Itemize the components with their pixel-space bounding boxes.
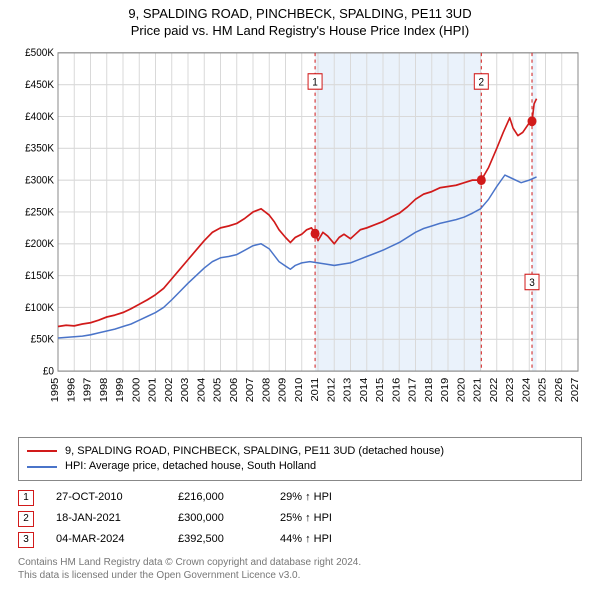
svg-text:2016: 2016 (391, 377, 402, 402)
transaction-marker-number: 3 (23, 530, 29, 549)
svg-text:2018: 2018 (423, 377, 434, 402)
svg-text:2019: 2019 (439, 377, 450, 402)
svg-text:£400K: £400K (25, 110, 54, 123)
transaction-date: 04-MAR-2024 (56, 529, 156, 550)
transaction-marker-number: 1 (23, 488, 29, 507)
legend-row: HPI: Average price, detached house, Sout… (27, 459, 573, 474)
footer-line: Contains HM Land Registry data © Crown c… (18, 556, 582, 569)
svg-text:2011: 2011 (309, 377, 320, 401)
svg-text:£300K: £300K (25, 174, 54, 187)
svg-text:£200K: £200K (25, 237, 54, 250)
svg-text:2: 2 (479, 76, 485, 89)
svg-text:2003: 2003 (179, 377, 190, 402)
transaction-hpi-diff: 29% ↑ HPI (280, 487, 332, 508)
svg-text:1995: 1995 (49, 377, 60, 402)
line-chart-svg: £0 £50K £100K £150K £200K £250K £300K £350K £400… (10, 44, 590, 431)
svg-text:£350K: £350K (25, 142, 54, 155)
svg-text:2014: 2014 (358, 377, 369, 402)
svg-text:2001: 2001 (147, 377, 158, 402)
legend-swatch-property (27, 450, 57, 452)
title-sub: Price paid vs. HM Land Registry's House … (10, 23, 590, 40)
svg-text:2009: 2009 (277, 377, 288, 402)
footer-attribution: Contains HM Land Registry data © Crown c… (18, 556, 582, 582)
transaction-marker-icon: 1 (18, 490, 34, 506)
svg-text:1997: 1997 (82, 377, 93, 402)
svg-text:1996: 1996 (66, 377, 77, 402)
svg-text:2020: 2020 (456, 377, 467, 402)
chart-container: 9, SPALDING ROAD, PINCHBECK, SPALDING, P… (0, 0, 600, 590)
svg-text:2025: 2025 (537, 377, 548, 402)
svg-text:2007: 2007 (244, 377, 255, 402)
svg-text:1: 1 (312, 76, 318, 89)
footer-line: This data is licensed under the Open Gov… (18, 569, 582, 582)
transaction-date: 27-OCT-2010 (56, 487, 156, 508)
svg-text:2027: 2027 (569, 377, 580, 402)
transaction-date: 18-JAN-2021 (56, 508, 156, 529)
svg-text:2012: 2012 (326, 377, 337, 402)
svg-text:£0: £0 (43, 365, 54, 378)
transactions-table: 1 27-OCT-2010 £216,000 29% ↑ HPI 2 18-JA… (18, 487, 582, 550)
transaction-price: £216,000 (178, 487, 258, 508)
svg-text:2015: 2015 (374, 377, 385, 402)
transaction-row: 3 04-MAR-2024 £392,500 44% ↑ HPI (18, 529, 582, 550)
transaction-marker-icon: 2 (18, 511, 34, 527)
svg-text:2008: 2008 (261, 377, 272, 402)
svg-text:1998: 1998 (98, 377, 109, 402)
svg-text:£150K: £150K (25, 269, 54, 282)
svg-text:1999: 1999 (114, 377, 125, 402)
svg-text:£50K: £50K (31, 333, 54, 346)
svg-text:2026: 2026 (553, 377, 564, 402)
transaction-marker-number: 2 (23, 509, 29, 528)
svg-text:2005: 2005 (212, 377, 223, 402)
svg-text:2017: 2017 (407, 377, 418, 402)
svg-text:£250K: £250K (25, 206, 54, 219)
svg-text:2006: 2006 (228, 377, 239, 402)
transaction-row: 1 27-OCT-2010 £216,000 29% ↑ HPI (18, 487, 582, 508)
transaction-price: £392,500 (178, 529, 258, 550)
svg-text:2013: 2013 (342, 377, 353, 402)
svg-text:2023: 2023 (504, 377, 515, 402)
title-block: 9, SPALDING ROAD, PINCHBECK, SPALDING, P… (10, 6, 590, 40)
legend-label-property: 9, SPALDING ROAD, PINCHBECK, SPALDING, P… (65, 444, 444, 459)
chart-area: £0 £50K £100K £150K £200K £250K £300K £350K £400… (10, 44, 590, 431)
transaction-row: 2 18-JAN-2021 £300,000 25% ↑ HPI (18, 508, 582, 529)
svg-text:3: 3 (529, 276, 535, 289)
svg-text:2021: 2021 (472, 377, 483, 402)
svg-text:£450K: £450K (25, 78, 54, 91)
svg-text:2024: 2024 (521, 377, 532, 402)
legend-label-hpi: HPI: Average price, detached house, Sout… (65, 459, 316, 474)
svg-text:2022: 2022 (488, 377, 499, 402)
svg-text:2010: 2010 (293, 377, 304, 402)
legend-row: 9, SPALDING ROAD, PINCHBECK, SPALDING, P… (27, 444, 573, 459)
legend-box: 9, SPALDING ROAD, PINCHBECK, SPALDING, P… (18, 437, 582, 482)
svg-text:2000: 2000 (131, 377, 142, 402)
transaction-hpi-diff: 25% ↑ HPI (280, 508, 332, 529)
title-main: 9, SPALDING ROAD, PINCHBECK, SPALDING, P… (10, 6, 590, 23)
svg-text:£100K: £100K (25, 301, 54, 314)
transaction-marker-icon: 3 (18, 532, 34, 548)
svg-text:2002: 2002 (163, 377, 174, 402)
svg-text:£500K: £500K (25, 46, 54, 59)
legend-swatch-hpi (27, 466, 57, 468)
svg-text:2004: 2004 (196, 377, 207, 402)
transaction-hpi-diff: 44% ↑ HPI (280, 529, 332, 550)
transaction-price: £300,000 (178, 508, 258, 529)
